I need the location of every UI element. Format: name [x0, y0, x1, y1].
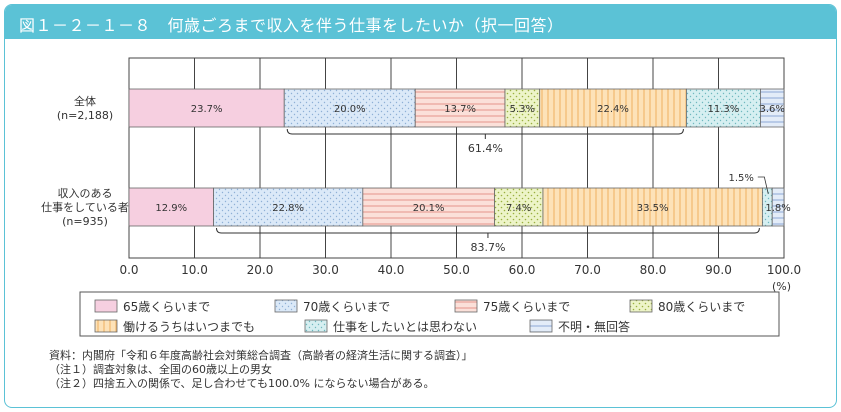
legend-swatch: [94, 299, 118, 313]
legend-label: 70歳くらいまで: [303, 300, 390, 314]
bracket-label: 61.4%: [468, 142, 503, 155]
x-tick-label: 20.0: [247, 263, 274, 277]
legend-label: 仕事をしたいとは思わない: [333, 320, 477, 334]
x-tick-label: 100.0: [767, 263, 801, 277]
legend-label: 65歳くらいまで: [123, 300, 210, 314]
figure-title: 図１－２－１－８ 何歳ごろまで収入を伴う仕事をしたいか（択一回答）: [19, 16, 564, 35]
value-label: 33.5%: [637, 203, 669, 214]
stacked-bar-chart: 0.0 10.0 20.0 30.0 40.0 50.0 60.0 70.0 80.0 90.0 1…: [41, 57, 801, 337]
bar-segment: [414, 88, 506, 128]
value-label: 5.3%: [510, 104, 535, 115]
row-label: (n=935): [62, 215, 108, 228]
bar-segment: [686, 88, 761, 128]
legend-swatch: [304, 319, 328, 333]
value-label: 23.7%: [191, 104, 223, 115]
legend-label: 不明・無回答: [558, 319, 630, 334]
bar-segment: [504, 88, 541, 128]
bracket: [215, 227, 760, 234]
legend-label: 80歳くらいまで: [658, 300, 745, 314]
row-label: (n=2,188): [57, 109, 113, 122]
bar-segment: [760, 88, 785, 128]
x-tick-label: 40.0: [378, 263, 405, 277]
x-tick-label: 80.0: [640, 263, 667, 277]
x-tick-label: 70.0: [574, 263, 601, 277]
x-tick-label: 10.0: [181, 263, 208, 277]
legend-swatch: [94, 319, 118, 333]
bar-segment: [494, 187, 544, 227]
x-tick-label: 50.0: [443, 263, 470, 277]
legend-swatch: [274, 299, 298, 313]
value-label: 1.5%: [728, 173, 753, 184]
value-label: 20.0%: [334, 104, 366, 115]
bar-segment: [213, 187, 364, 227]
bar-segment: [128, 88, 285, 128]
value-label: 12.9%: [155, 203, 187, 214]
title-bar: 図１－２－１－８ 何歳ごろまで収入を伴う仕事をしたいか（択一回答）: [5, 5, 836, 39]
row-label: 全体: [74, 94, 96, 108]
notes: 資料：内閣府「令和６年度高齢社会対策総合調査（高齢者の経済生活に関する調査）」 …: [49, 349, 473, 391]
value-label: 3.6%: [760, 104, 785, 115]
x-unit-label: (%): [772, 280, 791, 293]
note-1: （注１）調査対象は、全国の60歳以上の男女: [49, 363, 272, 376]
x-tick-label: 30.0: [312, 263, 339, 277]
legend-box: [79, 291, 780, 337]
legend-swatch: [529, 319, 553, 333]
legend-swatch: [629, 299, 653, 313]
x-tick-label: 0.0: [119, 263, 138, 277]
bar-segment: [771, 187, 785, 227]
value-label: 11.3%: [708, 104, 740, 115]
value-label: 20.1%: [413, 203, 445, 214]
row-label: 収入のある: [58, 187, 113, 200]
bracket-label: 83.7%: [470, 241, 505, 254]
bar-segment: [539, 88, 687, 128]
bar-segment: [542, 187, 763, 227]
x-tick-label: 60.0: [509, 263, 536, 277]
leader-line: [757, 176, 769, 195]
legend-label: 働けるうちはいつまでも: [123, 320, 255, 334]
bracket: [286, 128, 684, 135]
bar-segment: [128, 187, 214, 227]
legend-swatch: [454, 299, 478, 313]
value-label: 1.8%: [765, 203, 790, 214]
x-tick-label: 90.0: [705, 263, 732, 277]
value-label: 22.8%: [272, 203, 304, 214]
note-2: （注２）四捨五入の関係で、足し合わせても100.0% にならない場合がある。: [49, 377, 435, 390]
bar-segment: [362, 187, 495, 227]
note-source: 資料：内閣府「令和６年度高齢社会対策総合調査（高齢者の経済生活に関する調査）」: [49, 349, 473, 362]
figure-frame: 図１－２－１－８ 何歳ごろまで収入を伴う仕事をしたいか（択一回答） 0.0 10.…: [4, 4, 837, 408]
value-label: 22.4%: [597, 104, 629, 115]
value-label: 13.7%: [444, 104, 476, 115]
row-label: 仕事をしている者: [41, 201, 129, 214]
value-label: 7.4%: [506, 203, 531, 214]
legend-label: 75歳くらいまで: [483, 300, 570, 314]
